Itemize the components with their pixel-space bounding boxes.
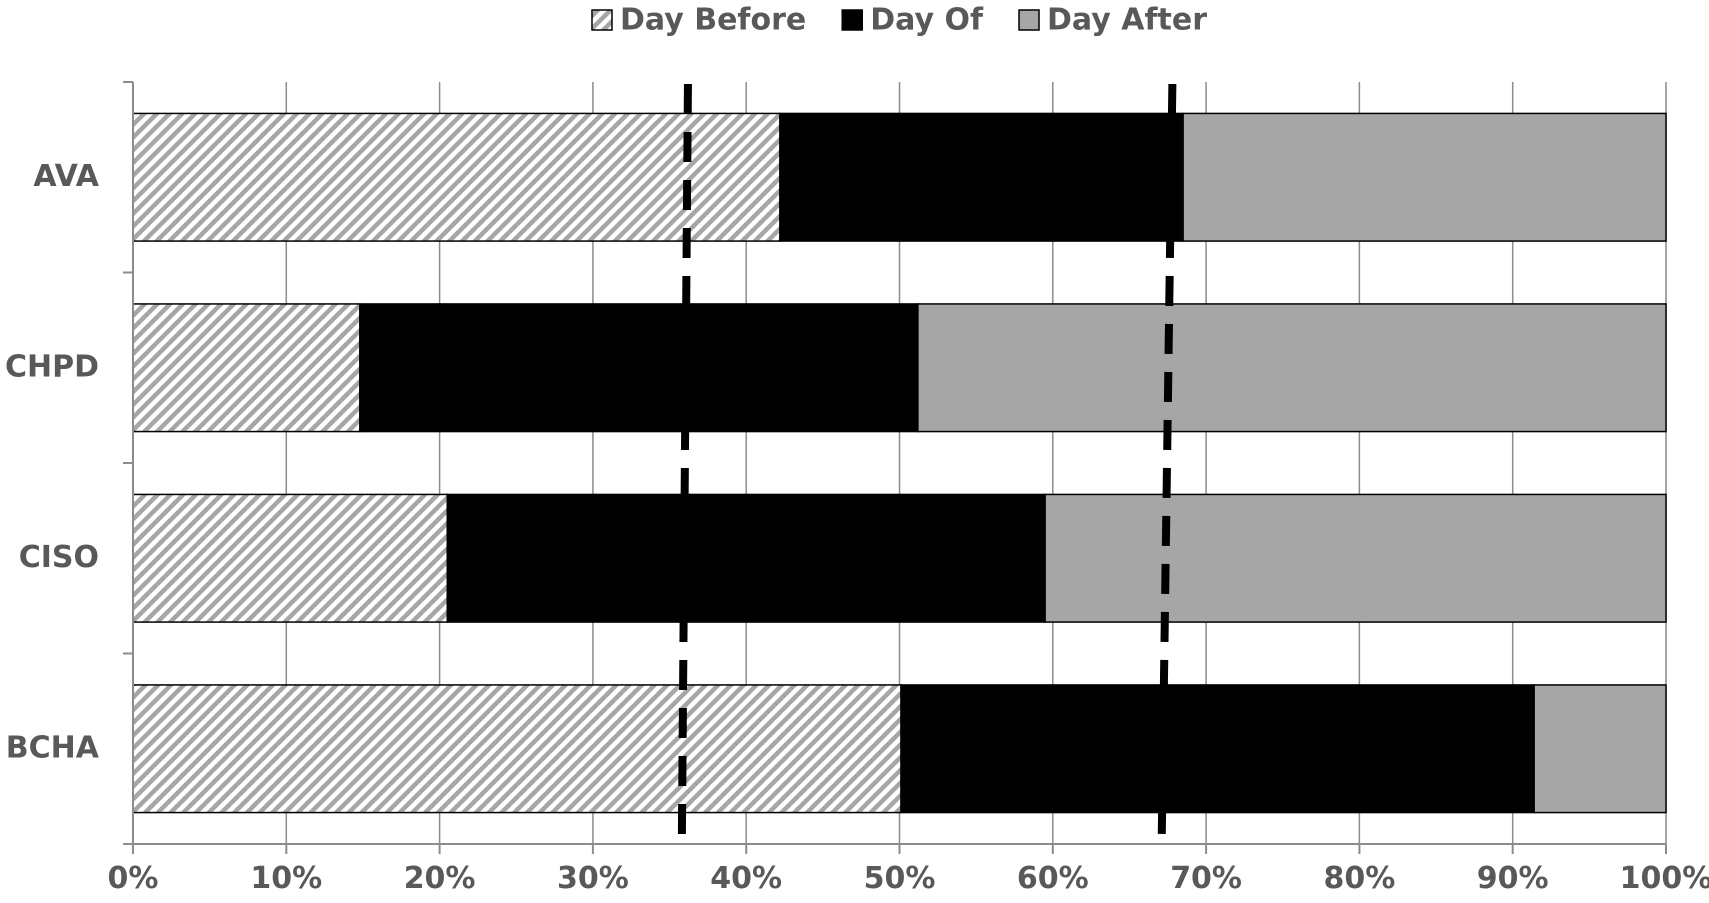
x-tick-label: 0% xyxy=(108,861,159,896)
bar-bcha-day-before xyxy=(132,684,902,814)
bar-ciso-day-of xyxy=(446,493,1046,623)
x-tick-label: 50% xyxy=(864,861,936,896)
axes: AVA CHPD CISO BCHA 0% 10% 20% 30% 40% 50% 60% 70% 80… xyxy=(5,81,1709,896)
legend-label-day-after: Day After xyxy=(1047,3,1207,38)
x-tick-label: 70% xyxy=(1170,861,1242,896)
bars xyxy=(132,112,1667,814)
x-tick-label: 60% xyxy=(1017,861,1089,896)
x-tick-label: 40% xyxy=(710,861,782,896)
reference-line-2 xyxy=(1157,83,1177,845)
reference-lines xyxy=(677,83,1177,845)
y-tick-label-bcha: BCHA xyxy=(6,730,100,765)
bar-bcha-day-after xyxy=(1533,684,1667,814)
legend-label-day-of: Day Of xyxy=(870,3,984,38)
x-tick-label: 30% xyxy=(557,861,629,896)
bar-ava-day-after xyxy=(1182,112,1667,242)
bar-ciso-day-before xyxy=(132,493,449,623)
reference-line-1 xyxy=(677,83,692,845)
bar-chpd-day-after xyxy=(917,303,1667,433)
x-tick-label: 80% xyxy=(1323,861,1395,896)
legend-label-day-before: Day Before xyxy=(620,3,806,38)
y-tick-label-ava: AVA xyxy=(33,159,99,194)
x-tick-label: 100% xyxy=(1620,861,1709,896)
bar-chpd-day-of xyxy=(359,303,919,433)
bar-ciso-day-after xyxy=(1044,493,1667,623)
bar-ava-day-of xyxy=(779,112,1184,242)
bar-ava-day-before xyxy=(132,112,781,242)
legend-swatch-day-after xyxy=(1018,9,1040,31)
legend-item-day-of: Day Of xyxy=(841,3,984,38)
bar-bcha-day-of xyxy=(900,684,1535,814)
x-tick-label: 90% xyxy=(1477,861,1549,896)
legend-item-day-before: Day Before xyxy=(591,3,806,38)
bar-chpd-day-before xyxy=(132,303,361,433)
y-tick-label-ciso: CISO xyxy=(19,540,99,575)
y-tick-label-chpd: CHPD xyxy=(5,349,99,384)
legend: Day Before Day Of Day After xyxy=(591,3,1207,38)
legend-swatch-day-before xyxy=(591,9,613,31)
x-tick-label: 10% xyxy=(250,861,322,896)
legend-item-day-after: Day After xyxy=(1018,3,1207,38)
x-tick-label: 20% xyxy=(404,861,476,896)
legend-swatch-day-of xyxy=(841,9,863,31)
